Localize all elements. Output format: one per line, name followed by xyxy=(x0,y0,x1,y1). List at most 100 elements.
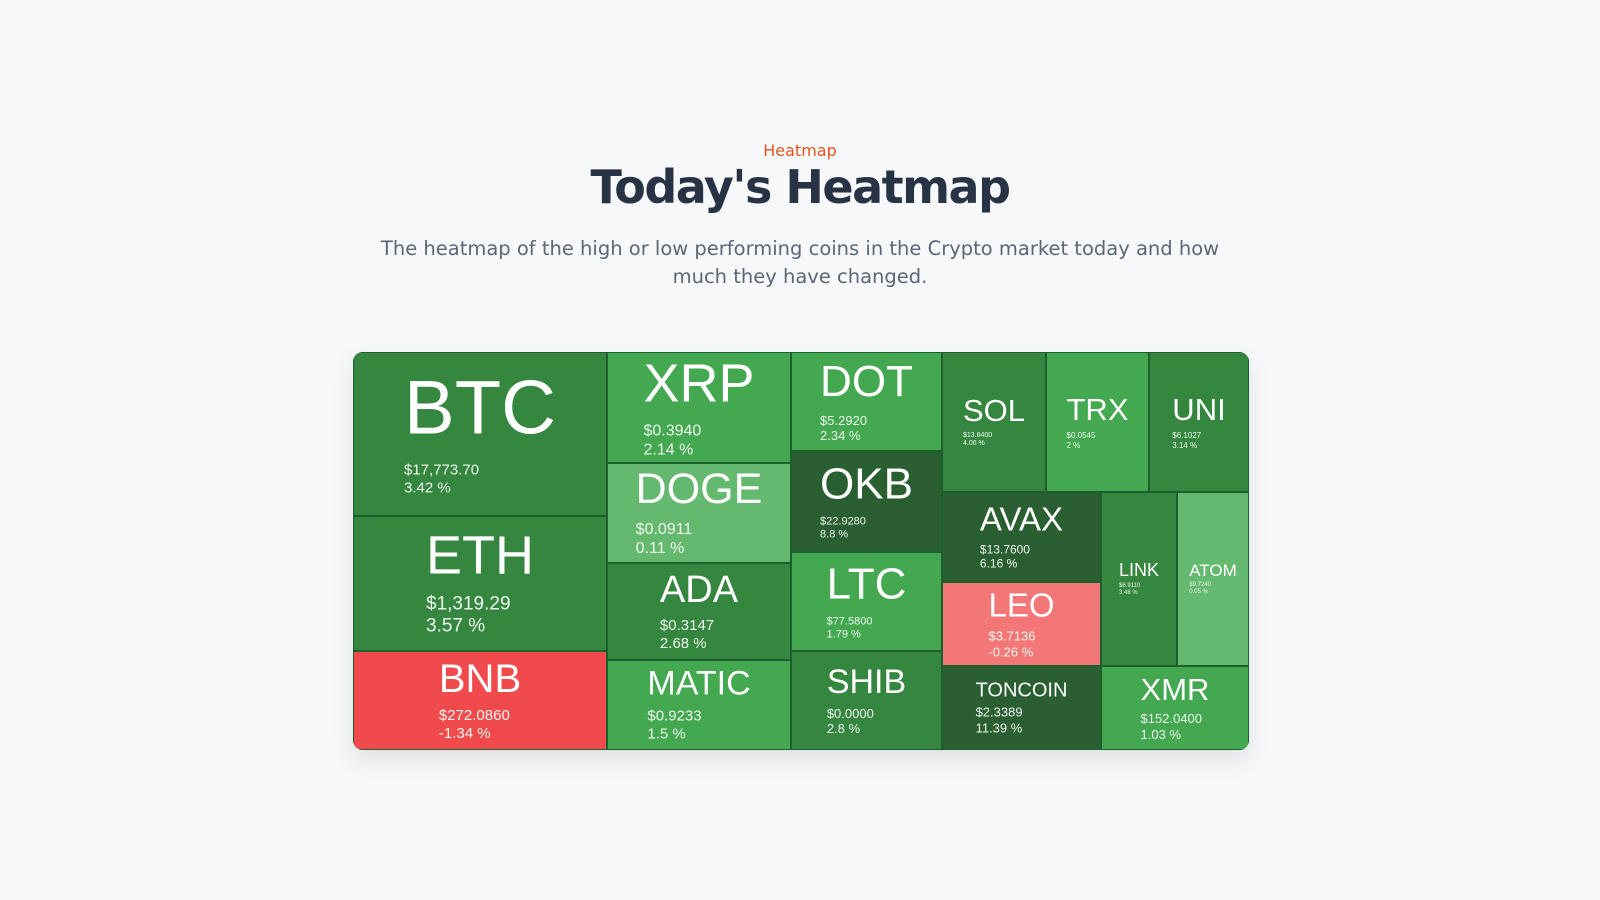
tile-content: AVAX $13.7600 6.16 % xyxy=(980,503,1063,572)
coin-change: 2.14 % xyxy=(643,441,694,458)
heatmap-tile-xmr[interactable]: XMR $152.0400 1.03 % xyxy=(1101,666,1249,750)
tile-content: OKB $22.9280 8.8 % xyxy=(820,458,913,541)
heatmap-tile-eth[interactable]: ETH $1,319.29 3.57 % xyxy=(353,516,607,651)
tile-content: SHIB $0.0000 2.8 % xyxy=(827,664,906,736)
coin-symbol: ATOM xyxy=(1189,560,1237,580)
heatmap-tile-avax[interactable]: AVAX $13.7600 6.16 % xyxy=(942,492,1101,582)
heatmap-tile-toncoin[interactable]: TONCOIN $2.3389 11.39 % xyxy=(942,666,1101,750)
coin-change: 2.34 % xyxy=(820,428,861,443)
coin-price: $0.0545 xyxy=(1066,430,1096,440)
coin-symbol: LTC xyxy=(826,558,907,608)
coin-change: 1.03 % xyxy=(1140,726,1182,742)
heatmap-tile-btc[interactable]: BTC $17,773.70 3.42 % xyxy=(353,352,607,516)
coin-price: $13.8400 xyxy=(962,432,993,440)
coin-symbol: OKB xyxy=(820,458,913,508)
coin-change: 0.11 % xyxy=(635,540,685,557)
coin-price: $272.0860 xyxy=(438,706,510,724)
coin-change: -1.34 % xyxy=(438,724,491,742)
coin-symbol: SOL xyxy=(962,393,1026,429)
tile-content: DOGE $0.0911 0.11 % xyxy=(635,467,763,558)
tile-content: BNB $272.0860 -1.34 % xyxy=(439,659,521,743)
coin-price: $17,773.70 xyxy=(404,461,480,479)
coin-price: $77.5800 xyxy=(826,614,873,627)
tile-content: MATIC $0.9233 1.5 % xyxy=(647,667,750,744)
heatmap-tile-link[interactable]: LINK $6.9110 3.48 % xyxy=(1101,492,1177,666)
tile-content: DOT $5.2920 2.34 % xyxy=(820,359,913,443)
tile-content: TRX $0.0545 2 % xyxy=(1067,394,1129,450)
heatmap-tile-leo[interactable]: LEO $3.7136 -0.26 % xyxy=(942,582,1101,666)
coin-price: $5.2920 xyxy=(820,412,868,428)
tile-content: SOL $13.8400 4.06 % xyxy=(963,395,1025,449)
coin-change: 1.79 % xyxy=(826,628,861,640)
heatmap-tile-doge[interactable]: DOGE $0.0911 0.11 % xyxy=(607,463,791,563)
coin-price: $1,319.29 xyxy=(426,593,511,615)
coin-change: 0.05 % xyxy=(1189,589,1208,595)
page-title: Today's Heatmap xyxy=(590,160,1011,214)
coin-symbol: TRX xyxy=(1066,391,1129,427)
heatmap-tile-sol[interactable]: SOL $13.8400 4.06 % xyxy=(942,352,1046,492)
heatmap-tile-uni[interactable]: UNI $6.1027 3.14 % xyxy=(1149,352,1249,492)
coin-symbol: SHIB xyxy=(826,662,907,701)
coin-price: $0.9233 xyxy=(647,707,702,725)
coin-symbol: AVAX xyxy=(979,500,1064,538)
heatmap-tile-shib[interactable]: SHIB $0.0000 2.8 % xyxy=(791,651,942,750)
section-description: The heatmap of the high or low performin… xyxy=(380,237,1220,288)
coin-price: $6.1027 xyxy=(1172,430,1202,440)
heatmap-tile-xrp[interactable]: XRP $0.3940 2.14 % xyxy=(607,352,791,463)
section-eyebrow: Heatmap xyxy=(763,141,837,160)
coin-symbol: MATIC xyxy=(647,664,751,703)
tile-content: TONCOIN $2.3389 11.39 % xyxy=(976,680,1068,735)
tile-content: LTC $77.5800 1.79 % xyxy=(826,558,907,641)
coin-symbol: ETH xyxy=(426,525,534,586)
tile-content: UNI $6.1027 3.14 % xyxy=(1172,394,1225,450)
coin-symbol: ADA xyxy=(659,568,739,611)
coin-symbol: DOT xyxy=(820,356,913,406)
heatmap-tile-atom[interactable]: ATOM $9.7240 0.05 % xyxy=(1177,492,1249,666)
coin-price: $3.7136 xyxy=(988,628,1036,644)
coin-change: -0.26 % xyxy=(988,644,1034,659)
coin-price: $152.0400 xyxy=(1140,710,1203,726)
coin-price: $6.9110 xyxy=(1118,582,1141,589)
coin-change: 3.48 % xyxy=(1118,590,1138,596)
coin-change: 6.16 % xyxy=(979,557,1018,571)
crypto-heatmap: BTC $17,773.70 3.42 % ETH $1,319.29 3.57 % BNB… xyxy=(353,352,1249,750)
heatmap-tile-bnb[interactable]: BNB $272.0860 -1.34 % xyxy=(353,651,607,750)
coin-symbol: BTC xyxy=(404,365,556,451)
heatmap-tile-ada[interactable]: ADA $0.3147 2.68 % xyxy=(607,563,791,660)
coin-symbol: TONCOIN xyxy=(975,679,1068,702)
coin-change: 3.42 % xyxy=(404,479,451,497)
coin-symbol: XMR xyxy=(1140,671,1210,707)
coin-price: $13.7600 xyxy=(979,542,1030,557)
coin-price: $9.7240 xyxy=(1189,581,1211,588)
tile-content: XMR $152.0400 1.03 % xyxy=(1141,674,1210,742)
coin-symbol: LINK xyxy=(1118,559,1160,580)
tile-content: LINK $6.9110 3.48 % xyxy=(1119,561,1159,597)
coin-change: 2 % xyxy=(1066,440,1081,450)
tile-content: BTC $17,773.70 3.42 % xyxy=(404,365,556,498)
coin-symbol: BNB xyxy=(438,656,522,701)
coin-change: 11.39 % xyxy=(975,720,1023,735)
tile-content: ETH $1,319.29 3.57 % xyxy=(426,528,534,639)
coin-change: 3.57 % xyxy=(426,616,486,637)
coin-price: $2.3389 xyxy=(975,704,1023,720)
coin-symbol: LEO xyxy=(988,586,1055,624)
tile-content: LEO $3.7136 -0.26 % xyxy=(988,588,1054,659)
coin-symbol: XRP xyxy=(643,352,755,413)
coin-price: $0.3940 xyxy=(643,421,702,439)
coin-change: 8.8 % xyxy=(820,528,849,540)
coin-price: $0.0000 xyxy=(826,705,874,721)
heatmap-tile-trx[interactable]: TRX $0.0545 2 % xyxy=(1046,352,1149,492)
coin-change: 4.06 % xyxy=(962,440,985,448)
coin-price: $22.9280 xyxy=(820,514,866,527)
heatmap-tile-matic[interactable]: MATIC $0.9233 1.5 % xyxy=(607,660,791,750)
tile-content: ATOM $9.7240 0.05 % xyxy=(1189,562,1237,596)
tile-content: XRP $0.3940 2.14 % xyxy=(643,356,754,459)
coin-change: 1.5 % xyxy=(647,725,686,743)
heatmap-tile-okb[interactable]: OKB $22.9280 8.8 % xyxy=(791,451,942,552)
heatmap-tile-dot[interactable]: DOT $5.2920 2.34 % xyxy=(791,352,942,451)
coin-symbol: UNI xyxy=(1172,391,1226,427)
heatmap-tile-ltc[interactable]: LTC $77.5800 1.79 % xyxy=(791,552,942,651)
tile-content: ADA $0.3147 2.68 % xyxy=(660,571,738,653)
coin-price: $0.3147 xyxy=(659,616,715,634)
coin-price: $0.0911 xyxy=(635,520,693,538)
